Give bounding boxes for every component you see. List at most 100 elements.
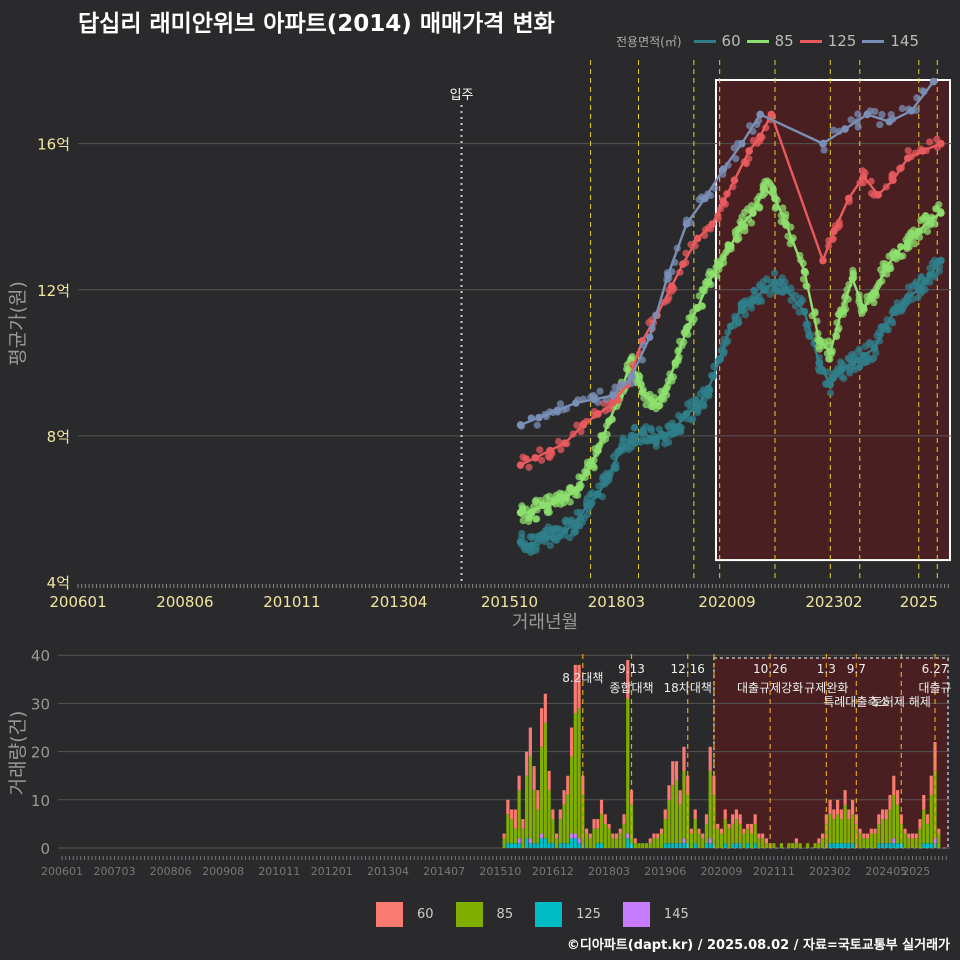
bar-125 [884, 843, 888, 848]
series-point-60 [704, 384, 713, 393]
policy-date-label: 9.7 [847, 662, 866, 676]
bar-85 [727, 828, 731, 848]
data-point-60 [904, 283, 913, 291]
series-line-125 [519, 113, 942, 467]
bar-60 [892, 775, 896, 795]
x-tick-label: 201803 [588, 593, 645, 611]
bar-60 [656, 833, 660, 839]
data-point-145 [596, 387, 604, 395]
bar-125 [510, 843, 514, 848]
data-point-125 [554, 437, 563, 446]
data-point-60 [853, 349, 861, 357]
bar-85 [914, 838, 918, 848]
series-point-85 [560, 494, 569, 502]
data-point-85 [655, 402, 663, 410]
series-point-85 [782, 220, 790, 228]
data-point-60 [838, 372, 846, 381]
series-point-125 [918, 147, 927, 155]
bar-60 [626, 660, 630, 699]
legend-item-60: 60 [376, 902, 434, 927]
bar-60 [693, 809, 697, 820]
series-point-60 [815, 359, 824, 367]
bar-85 [648, 843, 652, 848]
legend-swatch [455, 902, 483, 927]
bar-125 [532, 843, 536, 848]
series-point-145 [737, 139, 746, 148]
bar-85 [678, 804, 682, 844]
series-point-145 [863, 110, 871, 119]
series-point-60 [649, 435, 658, 444]
data-point-60 [647, 426, 656, 434]
series-point-125 [531, 453, 540, 462]
series-point-60 [870, 344, 879, 353]
series-point-60 [771, 278, 779, 287]
series-point-60 [926, 271, 934, 279]
bar-60 [865, 833, 870, 839]
bar-85 [607, 828, 611, 848]
policy-label: 토허제 해제 [872, 695, 931, 709]
series-point-60 [915, 285, 923, 294]
bar-60 [525, 751, 529, 776]
series-point-85 [771, 194, 779, 203]
bar-85 [667, 799, 671, 844]
series-point-145 [535, 413, 543, 422]
bar-85 [821, 838, 825, 848]
series-point-85 [583, 468, 591, 477]
bar-85 [772, 843, 776, 848]
data-point-85 [532, 515, 540, 523]
x-tick-label: 2025 [902, 865, 930, 878]
series-point-85 [671, 359, 680, 367]
x-axis-title: 거래년월 [512, 612, 578, 633]
bar-145 [569, 833, 574, 839]
bar-145 [933, 838, 937, 844]
bar-85 [918, 828, 922, 848]
x-tick-label: 200806 [156, 593, 213, 611]
bar-85 [933, 770, 937, 839]
bar-60 [603, 814, 607, 824]
series-point-85 [649, 399, 658, 407]
legend-label: 145 [663, 907, 689, 922]
legend-item-60: 60 [693, 32, 741, 50]
bar-60 [873, 828, 877, 834]
bar-60 [536, 790, 540, 810]
bar-60 [708, 746, 712, 771]
policy-label: 대출규 [918, 681, 951, 695]
bar-60 [836, 799, 840, 815]
bar-125 [839, 843, 843, 848]
bar-85 [734, 819, 739, 844]
series-point-85 [848, 274, 857, 283]
bar-60 [753, 814, 757, 824]
bar-85 [540, 746, 544, 834]
series-point-85 [859, 304, 868, 312]
series-point-60 [837, 366, 846, 374]
bar-85 [880, 819, 885, 844]
bar-85 [532, 790, 536, 844]
legend-item-145: 145 [622, 902, 689, 927]
policy-label: 18차대책 [664, 680, 712, 695]
bar-60 [727, 823, 731, 829]
series-point-145 [627, 373, 635, 382]
bar-60 [869, 828, 873, 834]
series-point-145 [553, 406, 562, 415]
series-point-85 [516, 508, 525, 517]
bar-85 [618, 833, 622, 848]
data-point-85 [771, 204, 779, 212]
bar-85 [674, 780, 679, 844]
bar-60 [678, 790, 682, 805]
series-point-60 [800, 307, 809, 316]
x-tick-label: 200601 [41, 865, 83, 878]
x-tick-label: 201510 [479, 865, 521, 878]
data-point-85 [763, 177, 771, 185]
x-tick-label: 202111 [753, 865, 795, 878]
legend-label: 145 [890, 32, 919, 50]
data-point-60 [689, 415, 697, 423]
legend-swatch [862, 39, 885, 43]
data-point-145 [878, 110, 886, 119]
bar-85 [659, 833, 664, 848]
bar-60 [614, 833, 619, 839]
data-point-60 [755, 281, 764, 289]
bar-85 [588, 838, 592, 848]
series-point-125 [678, 260, 687, 268]
data-point-60 [735, 318, 743, 327]
series-60 [516, 256, 945, 556]
